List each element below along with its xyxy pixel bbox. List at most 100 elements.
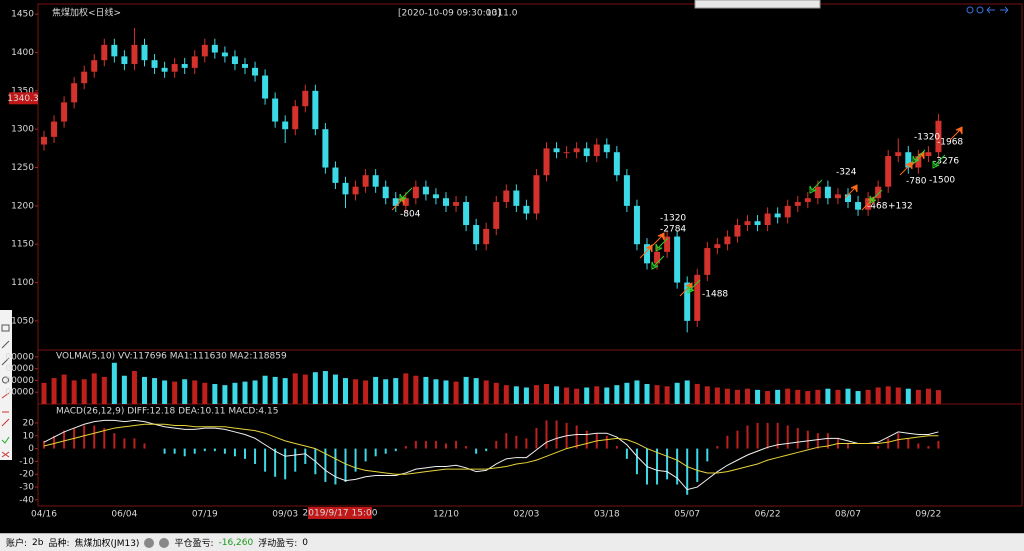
volume-bar (152, 378, 158, 404)
trade-arrow (949, 126, 963, 141)
y-tick-label: 1300 (11, 125, 34, 135)
candle-body (231, 56, 238, 65)
volume-bar (252, 380, 258, 404)
candle-body (824, 186, 831, 199)
volume-bar (714, 387, 720, 404)
trade-arrow (651, 255, 665, 270)
symbol-label: 品种: (48, 539, 70, 549)
candle-body (553, 148, 560, 153)
volume-bar (373, 376, 379, 404)
x-tick-label: 06/04 (111, 510, 137, 520)
volume-bar (172, 381, 178, 404)
volume-bar (493, 382, 499, 404)
x-tick-label: 02/03 (513, 510, 539, 520)
volume-bar (483, 380, 489, 404)
volume-bar (584, 387, 590, 404)
volume-bar (805, 391, 811, 404)
y-tick-label: 00000 (5, 364, 34, 374)
candle-body (794, 202, 801, 206)
candle-body (754, 221, 761, 226)
symbol[interactable]: 焦煤加权(JM13) (74, 539, 140, 549)
volume-bar (142, 376, 147, 404)
trade-label: -324 (836, 168, 857, 178)
volume-bar (594, 386, 600, 404)
y-tick-label: -40 (19, 495, 34, 505)
trade-label: -1488 (702, 290, 728, 300)
volume-bar (332, 374, 338, 404)
volume-bar (111, 362, 117, 404)
candle-body (593, 144, 600, 157)
trade-arrow (639, 244, 653, 259)
volume-bar (694, 383, 700, 404)
volume-bar (51, 378, 57, 404)
y-tick-label: 1200 (11, 201, 34, 211)
volume-bar (222, 385, 228, 404)
toolbar[interactable] (694, 0, 821, 9)
closed-pnl: -16,260 (218, 537, 254, 548)
trade-label: -3276 (933, 157, 959, 167)
y-tick-label: 1250 (11, 163, 34, 173)
candle-body (694, 274, 701, 321)
status-bar: 账户: 2b 品种: 焦煤加权(JM13) 平仓盈亏: -16,260 浮动盈亏… (0, 533, 1024, 551)
trade-label: -2784 (660, 225, 686, 235)
trade-arrow (651, 232, 665, 247)
volume-bar (875, 387, 881, 404)
candle-body (633, 205, 640, 245)
volume-bar (312, 372, 318, 404)
candle-body (714, 244, 721, 249)
candle-body (533, 175, 540, 214)
candle-body (211, 44, 218, 53)
volume-bar (453, 381, 459, 404)
trade-label: -1968 (937, 138, 963, 148)
volume-bar (242, 381, 248, 404)
plus-button[interactable] (159, 537, 170, 548)
candle-body (352, 186, 359, 195)
volume-bar (182, 379, 188, 404)
volume-bar (91, 373, 97, 404)
crosshair-price: 1340.3 (7, 94, 39, 104)
volume-bar (393, 378, 399, 404)
account-label: 账户: (6, 539, 28, 549)
volume-bar (403, 373, 409, 404)
volume-bar (624, 382, 630, 404)
candle-body (845, 194, 851, 203)
volume-bar (925, 388, 931, 404)
volume-bar (564, 387, 570, 404)
candle-body (282, 121, 289, 130)
candle-body (362, 175, 369, 187)
minus-button[interactable] (144, 537, 155, 548)
candle-body (895, 152, 902, 157)
drawing-tool-icons[interactable] (1, 324, 10, 458)
candle-body (503, 190, 510, 203)
candle-body (664, 236, 671, 252)
volume-bar (885, 386, 891, 404)
y-tick-label: 1450 (11, 10, 34, 20)
y-tick-label: 1400 (11, 48, 34, 58)
candle-body (834, 194, 841, 199)
volume-bar (935, 390, 941, 404)
trade-label: -468 (867, 202, 888, 212)
volume-bar (644, 383, 650, 404)
trade-arrow (869, 189, 883, 204)
candle-body (201, 44, 208, 57)
x-tick-label: 07/19 (192, 510, 218, 520)
account[interactable]: 2b (32, 537, 44, 548)
candle-body (654, 251, 661, 264)
candle-body (141, 44, 148, 61)
candle-body (252, 67, 259, 76)
volume-bar (81, 379, 87, 404)
volume-bar (634, 380, 640, 404)
volume-bar (232, 382, 238, 404)
volume-bar (574, 388, 580, 404)
candle-body (131, 44, 138, 65)
candle-body (453, 202, 460, 206)
volume-bar (704, 386, 710, 404)
trade-arrow (932, 154, 946, 169)
zoom-icons[interactable] (966, 6, 1009, 14)
candle-body (322, 129, 329, 168)
volume-bar (292, 373, 298, 404)
trade-arrow (809, 179, 823, 194)
y-tick-label: 1050 (11, 316, 34, 326)
candle-body (191, 56, 198, 68)
